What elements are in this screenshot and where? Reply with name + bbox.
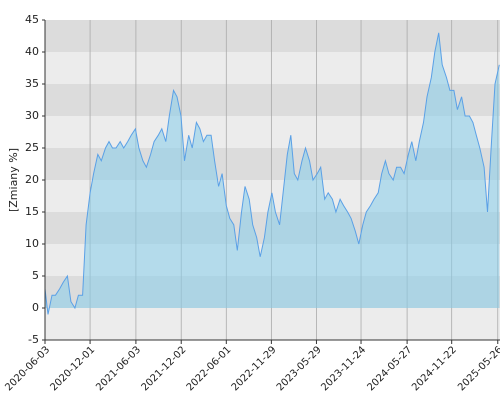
y-tick-label: 0 [32, 301, 39, 314]
x-tick-label: 2022-06-01 [185, 344, 234, 393]
line [44, 32, 500, 315]
grid-band [45, 84, 500, 116]
y-tick-label: 15 [25, 205, 39, 218]
y-tick-label: 25 [25, 141, 39, 154]
grid-band [45, 52, 500, 84]
area-fill [45, 32, 500, 315]
y-tick-label: 45 [25, 13, 39, 26]
x-tick-label: 2020-06-03 [3, 344, 52, 393]
x-tick-label: 2022-11-29 [230, 344, 279, 393]
x-tick-label: 2021-12-02 [140, 344, 189, 393]
y-tick-label: 10 [25, 237, 39, 250]
y-tick-label: -5 [28, 333, 39, 346]
y-axis-label: [Zmiany %] [7, 148, 20, 212]
grid-band [45, 20, 500, 52]
grid-band [45, 308, 500, 340]
y-tick-label: 40 [25, 45, 39, 58]
x-tick-label: 2023-05-29 [275, 344, 324, 393]
x-tick-label: 2020-12-01 [48, 344, 97, 393]
y-tick-label: 20 [25, 173, 39, 186]
x-tick-label: 2024-11-22 [410, 344, 459, 393]
x-tick-label: 2021-06-03 [94, 344, 143, 393]
x-tick-label: 2024-05-27 [365, 344, 414, 393]
x-tick-label: 2025-05-26 [456, 344, 500, 393]
x-tick-label: 2023-11-24 [319, 344, 368, 393]
y-tick-label: 30 [25, 109, 39, 122]
y-tick-label: 5 [32, 269, 39, 282]
y-tick-label: 35 [25, 77, 39, 90]
